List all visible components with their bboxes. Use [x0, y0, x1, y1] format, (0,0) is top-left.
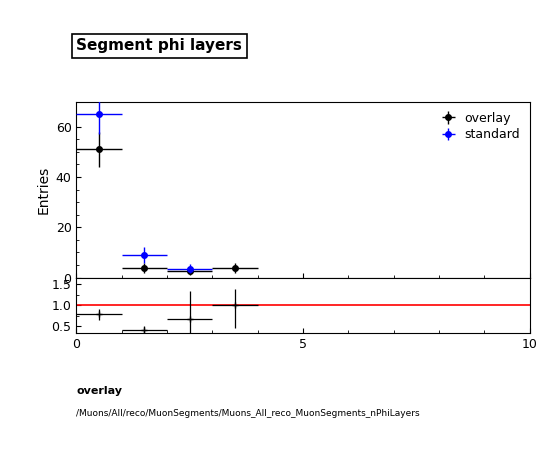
Y-axis label: Entries: Entries [36, 165, 50, 214]
Text: Segment phi layers: Segment phi layers [76, 38, 242, 53]
Text: overlay: overlay [76, 386, 122, 396]
Text: /Muons/All/reco/MuonSegments/Muons_All_reco_MuonSegments_nPhiLayers: /Muons/All/reco/MuonSegments/Muons_All_r… [76, 409, 420, 418]
Legend: overlay, standard: overlay, standard [435, 108, 524, 145]
